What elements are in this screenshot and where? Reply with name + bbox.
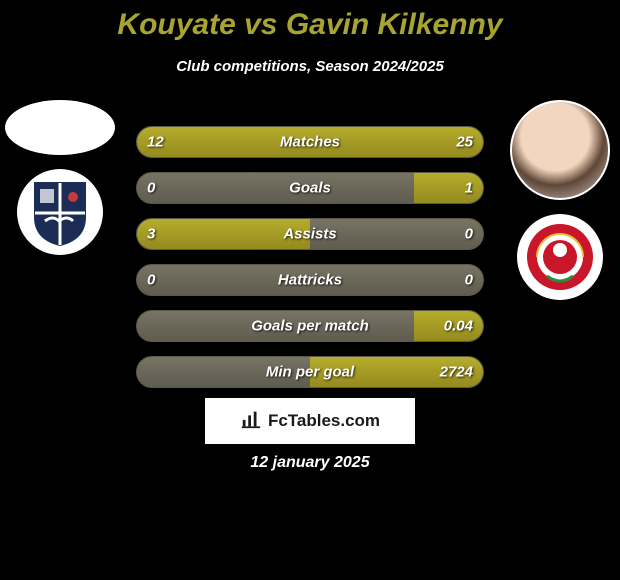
player-avatar-left (5, 100, 115, 155)
chart-icon (240, 408, 262, 435)
watermark: FcTables.com (205, 398, 415, 444)
stat-bar-matches: 12 Matches 25 (136, 126, 484, 158)
stat-bar-min-per-goal: Min per goal 2724 (136, 356, 484, 388)
club-badge-left (17, 169, 103, 255)
stat-bar-goals-per-match: Goals per match 0.04 (136, 310, 484, 342)
stat-value-right: 0 (465, 272, 473, 289)
stat-value-left: 0 (147, 180, 155, 197)
stat-value-right: 0.04 (444, 318, 473, 335)
left-player-column (0, 100, 120, 255)
stat-value-left: 0 (147, 272, 155, 289)
stat-value-left: 3 (147, 226, 155, 243)
stat-bars: 12 Matches 25 0 Goals 1 3 Assists 0 0 Ha… (136, 126, 484, 388)
stat-label: Matches (280, 134, 340, 151)
stat-bar-hattricks: 0 Hattricks 0 (136, 264, 484, 296)
stat-label: Min per goal (266, 364, 354, 381)
player-avatar-right (510, 100, 610, 200)
stat-label: Hattricks (278, 272, 342, 289)
stat-value-left: 12 (147, 134, 164, 151)
stat-label: Goals per match (251, 318, 369, 335)
subtitle: Club competitions, Season 2024/2025 (0, 58, 620, 75)
page-title: Kouyate vs Gavin Kilkenny (0, 0, 620, 42)
stat-label: Assists (283, 226, 336, 243)
stat-value-right: 25 (456, 134, 473, 151)
stat-value-right: 1 (465, 180, 473, 197)
date-text: 12 january 2025 (0, 454, 620, 472)
stat-bar-goals: 0 Goals 1 (136, 172, 484, 204)
club-badge-right (517, 214, 603, 300)
stat-value-right: 2724 (440, 364, 473, 381)
right-player-column (500, 100, 620, 300)
stat-label: Goals (289, 180, 331, 197)
watermark-text: FcTables.com (268, 411, 380, 431)
stat-value-right: 0 (465, 226, 473, 243)
stat-bar-assists: 3 Assists 0 (136, 218, 484, 250)
